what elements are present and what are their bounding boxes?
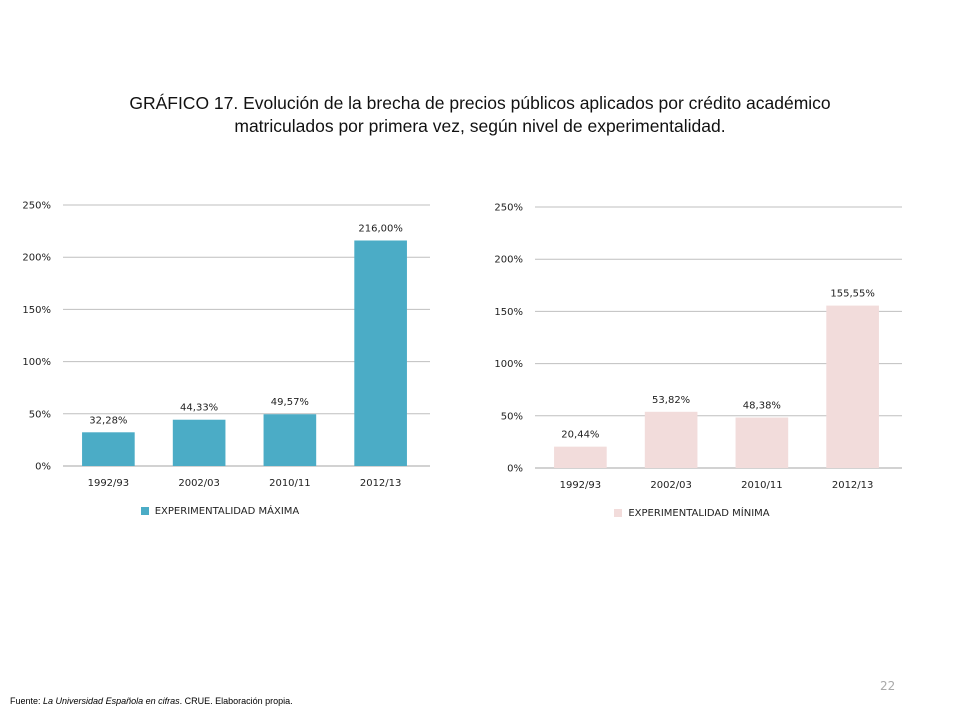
data-label: 32,28% xyxy=(89,415,127,426)
data-label: 53,82% xyxy=(652,395,690,406)
chart-title-line-2: matriculados por primera vez, según nive… xyxy=(234,116,726,136)
chart-title: GRÁFICO 17. Evolución de la brecha de pr… xyxy=(60,92,900,138)
legend-swatch xyxy=(140,507,149,515)
bar xyxy=(263,414,317,466)
bar xyxy=(735,417,789,468)
y-tick-label: 200% xyxy=(22,253,51,264)
bar xyxy=(82,432,135,466)
legend: EXPERIMENTALIDAD MÁXIMA xyxy=(10,506,430,517)
data-label: 155,55% xyxy=(830,289,875,300)
y-tick-label: 250% xyxy=(22,201,51,212)
x-tick-label: 1992/93 xyxy=(88,478,130,489)
data-label: 44,33% xyxy=(180,403,218,414)
y-tick-label: 0% xyxy=(35,462,51,473)
x-tick-label: 2010/11 xyxy=(269,478,311,489)
bar-chart-minima: 0% 50% 100% 150% 200% 250% 20,44% 1992/93 53,82%… xyxy=(494,203,902,491)
bar xyxy=(644,411,698,468)
x-tick-label: 2002/03 xyxy=(650,480,692,491)
bar xyxy=(554,446,607,468)
y-tick-label: 50% xyxy=(501,411,523,422)
x-tick-label: 2002/03 xyxy=(178,478,220,489)
x-tick-label: 2010/11 xyxy=(741,480,783,491)
y-tick-label: 150% xyxy=(22,305,51,316)
legend-label: EXPERIMENTALIDAD MÁXIMA xyxy=(154,506,300,517)
x-tick-label: 2012/13 xyxy=(360,478,402,489)
source-footnote: Fuente: La Universidad Española en cifra… xyxy=(10,696,293,706)
chart-experimentalidad-minima: 0% 50% 100% 150% 200% 250% 20,44% 1992/93 53,82%… xyxy=(482,190,902,530)
data-label: 20,44% xyxy=(561,430,599,441)
page-number: 22 xyxy=(880,679,896,693)
y-tick-label: 250% xyxy=(494,203,523,214)
bar xyxy=(354,240,407,466)
legend: EXPERIMENTALIDAD MÍNIMA xyxy=(482,508,902,519)
legend-label: EXPERIMENTALIDAD MÍNIMA xyxy=(628,508,770,519)
bar xyxy=(826,305,879,468)
data-label: 48,38% xyxy=(743,400,781,411)
y-tick-label: 200% xyxy=(494,255,523,266)
bar-chart-maxima: 0% 50% 100% 150% 200% 250% 32,28% 1992/93 44,33%… xyxy=(22,201,430,489)
x-tick-label: 2012/13 xyxy=(832,480,874,491)
chart-title-line-1: GRÁFICO 17. Evolución de la brecha de pr… xyxy=(129,93,831,113)
footnote-source: La Universidad Española en cifras xyxy=(43,696,180,706)
data-label: 216,00% xyxy=(358,223,403,234)
chart-experimentalidad-maxima: 0% 50% 100% 150% 200% 250% 32,28% 1992/93 44,33%… xyxy=(10,190,430,530)
y-tick-label: 100% xyxy=(494,359,523,370)
y-tick-label: 50% xyxy=(29,409,51,420)
y-tick-label: 100% xyxy=(22,357,51,368)
y-tick-label: 150% xyxy=(494,307,523,318)
x-tick-label: 1992/93 xyxy=(560,480,602,491)
legend-swatch xyxy=(614,509,623,517)
y-tick-label: 0% xyxy=(507,464,523,475)
footnote-prefix: Fuente: xyxy=(10,696,44,706)
footnote-suffix: . CRUE. Elaboración propia. xyxy=(179,696,293,706)
data-label: 49,57% xyxy=(271,397,309,408)
bar xyxy=(172,419,226,466)
